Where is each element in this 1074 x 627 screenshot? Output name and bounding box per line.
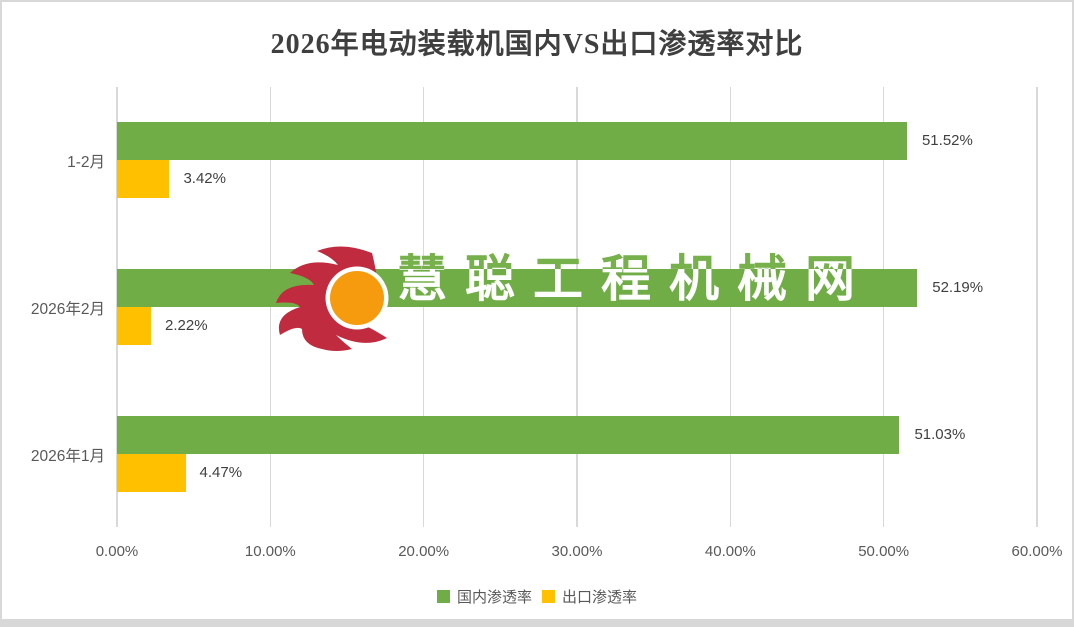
bar-export [117, 453, 186, 492]
legend-label-domestic: 国内渗透率 [456, 589, 532, 606]
gridline [882, 87, 885, 527]
legend-swatch-green [436, 590, 450, 603]
x-axis-tick-label: 10.00% [244, 543, 296, 560]
x-axis-tick-label: 20.00% [398, 543, 450, 560]
chart-title: 2026年电动装载机国内VS出口渗透率对比 [270, 29, 804, 60]
value-label-export: 3.42% [183, 170, 226, 188]
gridline [269, 87, 272, 527]
x-axis-tick-label: 50.00% [858, 543, 910, 560]
value-label-export: 4.47% [199, 463, 243, 481]
legend-label-export: 出口渗透率 [562, 589, 638, 606]
legend-item-domestic: 国内渗透率 [436, 586, 532, 607]
x-axis-tick-label: 40.00% [704, 543, 756, 560]
legend-swatch-yellow [542, 590, 555, 603]
value-label-domestic: 51.03% [914, 425, 966, 443]
bar-domestic [117, 122, 907, 161]
value-label-domestic: 51.52% [921, 132, 973, 150]
bar-export [117, 160, 170, 199]
value-label-export: 2.22% [165, 317, 208, 334]
gridline [576, 87, 578, 527]
x-axis-tick-label: 30.00% [551, 543, 603, 560]
x-axis-tick-label: 60.00% [1011, 543, 1063, 560]
value-label-domestic: 52.19% [932, 279, 984, 296]
gridline [729, 87, 732, 527]
bar-export [117, 307, 152, 345]
gridline [422, 87, 425, 527]
bar-domestic [117, 415, 900, 454]
gridline [1036, 87, 1038, 527]
watermark-text-overlay: 慧聪工程机械网 [397, 269, 873, 307]
x-axis-tick-label: 0.00% [95, 543, 139, 560]
y-axis-category-label: 2026年2月 [30, 301, 105, 318]
legend-item-export: 出口渗透率 [542, 586, 637, 607]
y-axis-category-label: 1-2月 [67, 154, 105, 172]
watermark-flame-icon [276, 246, 389, 351]
y-axis-category-label: 2026年1月 [30, 447, 105, 465]
chart-legend: 国内渗透率 出口渗透率 [2, 586, 1072, 607]
bar-domestic: 慧聪工程机械网 [117, 269, 918, 307]
